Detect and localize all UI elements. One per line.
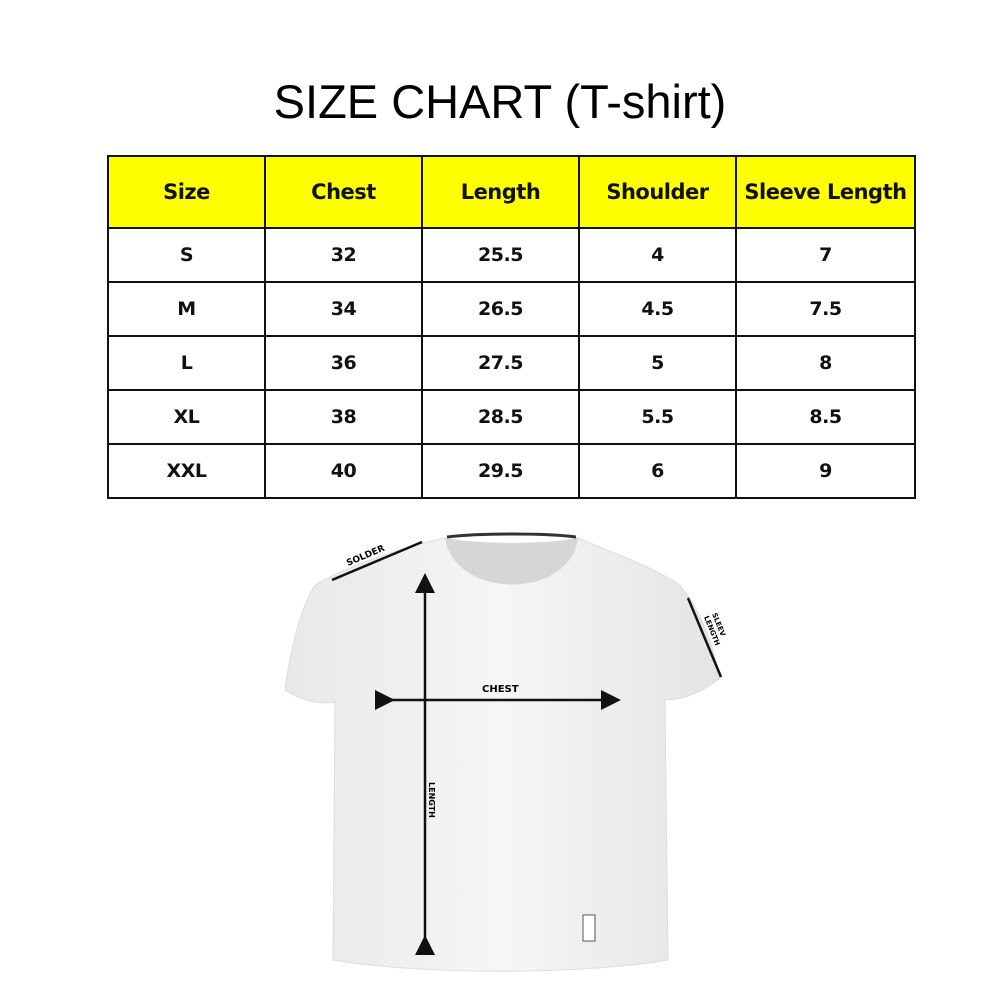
table-row: XL 38 28.5 5.5 8.5 xyxy=(107,389,916,445)
table-row: L 36 27.5 5 8 xyxy=(107,335,916,391)
neck-opening xyxy=(445,538,578,585)
table-header-row: Size Chest Length Shoulder Sleeve Length xyxy=(107,155,916,229)
table-cell: L xyxy=(107,335,266,391)
sleeve-line xyxy=(686,597,723,678)
table-cell: 8.5 xyxy=(735,389,916,445)
column-header: Sleeve Length xyxy=(735,155,916,229)
table-row: XXL 40 29.5 6 9 xyxy=(107,443,916,499)
brand-tag xyxy=(582,914,596,942)
table-cell: 34 xyxy=(264,281,423,337)
length-label: LENGTH xyxy=(427,782,436,818)
table-cell: 9 xyxy=(735,443,916,499)
table-cell: 6 xyxy=(578,443,737,499)
column-header: Shoulder xyxy=(578,155,737,229)
table-cell: 4.5 xyxy=(578,281,737,337)
table-cell: 28.5 xyxy=(421,389,580,445)
table-cell: 29.5 xyxy=(421,443,580,499)
table-cell: M xyxy=(107,281,266,337)
table-cell: S xyxy=(107,227,266,283)
table-cell: XXL xyxy=(107,443,266,499)
column-header: Length xyxy=(421,155,580,229)
collar-trim xyxy=(446,532,577,539)
table-cell: 38 xyxy=(264,389,423,445)
table-cell: 4 xyxy=(578,227,737,283)
table-row: S 32 25.5 4 7 xyxy=(107,227,916,283)
table-cell: 40 xyxy=(264,443,423,499)
column-header: Chest xyxy=(264,155,423,229)
table-cell: 32 xyxy=(264,227,423,283)
table-cell: 5 xyxy=(578,335,737,391)
column-header: Size xyxy=(107,155,266,229)
table-cell: 5.5 xyxy=(578,389,737,445)
tshirt-shape xyxy=(284,537,721,972)
table-cell: 7.5 xyxy=(735,281,916,337)
table-cell: 27.5 xyxy=(421,335,580,391)
shoulder-line xyxy=(331,540,423,582)
table-cell: XL xyxy=(107,389,266,445)
size-table: Size Chest Length Shoulder Sleeve Length S 32… xyxy=(107,155,916,499)
table-row: M 34 26.5 4.5 7.5 xyxy=(107,281,916,337)
table-cell: 26.5 xyxy=(421,281,580,337)
chest-label: CHEST xyxy=(482,684,519,695)
table-cell: 7 xyxy=(735,227,916,283)
table-cell: 25.5 xyxy=(421,227,580,283)
table-cell: 8 xyxy=(735,335,916,391)
table-cell: 36 xyxy=(264,335,423,391)
page-title: SIZE CHART (T-shirt) xyxy=(273,75,727,128)
